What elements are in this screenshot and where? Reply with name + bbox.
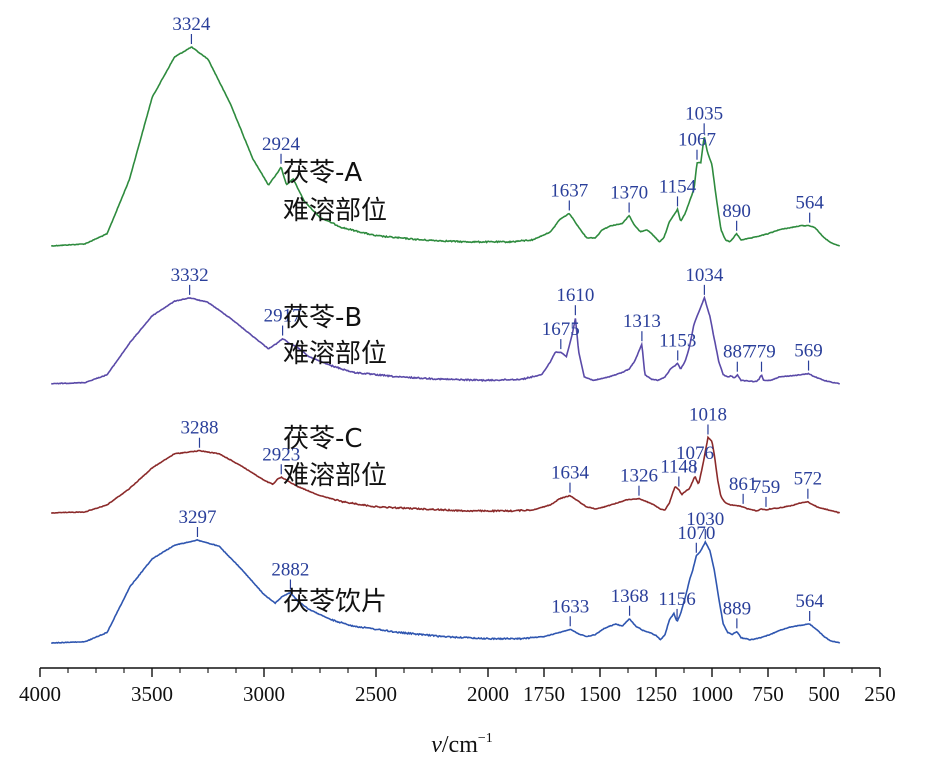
x-axis-unit: /cm: [442, 732, 478, 758]
x-axis-var: ν: [431, 732, 442, 758]
x-tick-label-1250: 1250: [635, 682, 677, 706]
x-tick-label-4000: 4000: [19, 682, 61, 706]
peak-label-887: 887: [723, 342, 752, 363]
peak-label-2882: 2882: [271, 560, 309, 581]
peak-label-1634: 1634: [551, 463, 590, 484]
x-tick-label-1750: 1750: [523, 682, 565, 706]
peak-label-1148: 1148: [660, 457, 697, 478]
x-tick-label-3000: 3000: [243, 682, 285, 706]
x-tick-label-500: 500: [808, 682, 840, 706]
peak-label-3297: 3297: [178, 507, 216, 528]
series-label-2-line-2: 难溶部位: [283, 339, 387, 369]
spectrum-line-2: [51, 295, 841, 385]
peak-label-3324: 3324: [172, 14, 211, 35]
peak-label-2917: 2917: [264, 306, 302, 327]
spectrum-traces: [51, 46, 841, 644]
peak-label-2923: 2923: [262, 444, 300, 465]
series-label-4-line-1: 茯苓饮片: [283, 587, 387, 617]
peak-label-1313: 1313: [623, 311, 661, 332]
peak-annotations: 3324 2924 1637 1370 1154 1067 1035 890 564 3332 29…: [171, 14, 824, 629]
peak-label-3332: 3332: [171, 265, 209, 286]
peak-label-1633: 1633: [551, 596, 589, 617]
peak-label-2924: 2924: [262, 134, 301, 155]
peak-label-1370: 1370: [610, 182, 648, 203]
peak-label-1034: 1034: [685, 265, 724, 286]
peak-label-1154: 1154: [659, 176, 697, 197]
peak-label-779: 779: [747, 342, 776, 363]
peak-label-861: 861: [729, 474, 758, 495]
x-tick-label-250: 250: [864, 682, 896, 706]
x-tick-label-2500: 2500: [355, 682, 397, 706]
peak-label-564: 564: [795, 591, 824, 612]
peak-label-1637: 1637: [550, 180, 588, 201]
x-axis-label: ν/cm−1: [431, 731, 493, 758]
peak-label-1326: 1326: [620, 466, 658, 487]
x-axis: 4000 3500 3000 2500 2000 1750 1500 1250 1000 750 5…: [19, 667, 896, 706]
peak-label-890: 890: [722, 201, 751, 222]
peak-label-1153: 1153: [659, 330, 696, 351]
peak-label-889: 889: [723, 598, 752, 619]
series-label-1-line-2: 难溶部位: [283, 196, 387, 226]
x-tick-label-3500: 3500: [131, 682, 173, 706]
x-tick-label-2000: 2000: [467, 682, 509, 706]
peak-label-1076: 1076: [676, 443, 714, 464]
peak-label-1035: 1035: [685, 103, 723, 124]
peak-label-1675: 1675: [542, 319, 580, 340]
x-axis-unit-exponent: −1: [478, 731, 493, 746]
x-tick-label-750: 750: [752, 682, 784, 706]
series-label-3-line-2: 难溶部位: [283, 461, 387, 491]
peak-label-1156: 1156: [658, 589, 695, 610]
peak-label-3288: 3288: [180, 418, 218, 439]
peak-label-1067: 1067: [678, 130, 716, 151]
peak-label-564: 564: [795, 193, 824, 214]
x-tick-label-1500: 1500: [579, 682, 621, 706]
series-label-2-line-1: 茯苓-B: [283, 303, 362, 333]
peak-label-1368: 1368: [611, 586, 649, 607]
series-label-3-line-1: 茯苓-C: [283, 424, 363, 454]
peak-label-1030: 1030: [686, 509, 724, 530]
peak-label-1610: 1610: [556, 285, 594, 306]
spectrum-line-1: [51, 46, 841, 247]
series-label-1-line-1: 茯苓-A: [283, 158, 362, 188]
peak-label-759: 759: [752, 477, 781, 498]
x-tick-label-1000: 1000: [691, 682, 733, 706]
peak-label-572: 572: [794, 469, 823, 490]
spectrum-line-3: [51, 435, 841, 514]
peak-label-1018: 1018: [689, 404, 727, 425]
peak-label-569: 569: [794, 341, 823, 362]
spectrum-line-4: [51, 538, 841, 644]
